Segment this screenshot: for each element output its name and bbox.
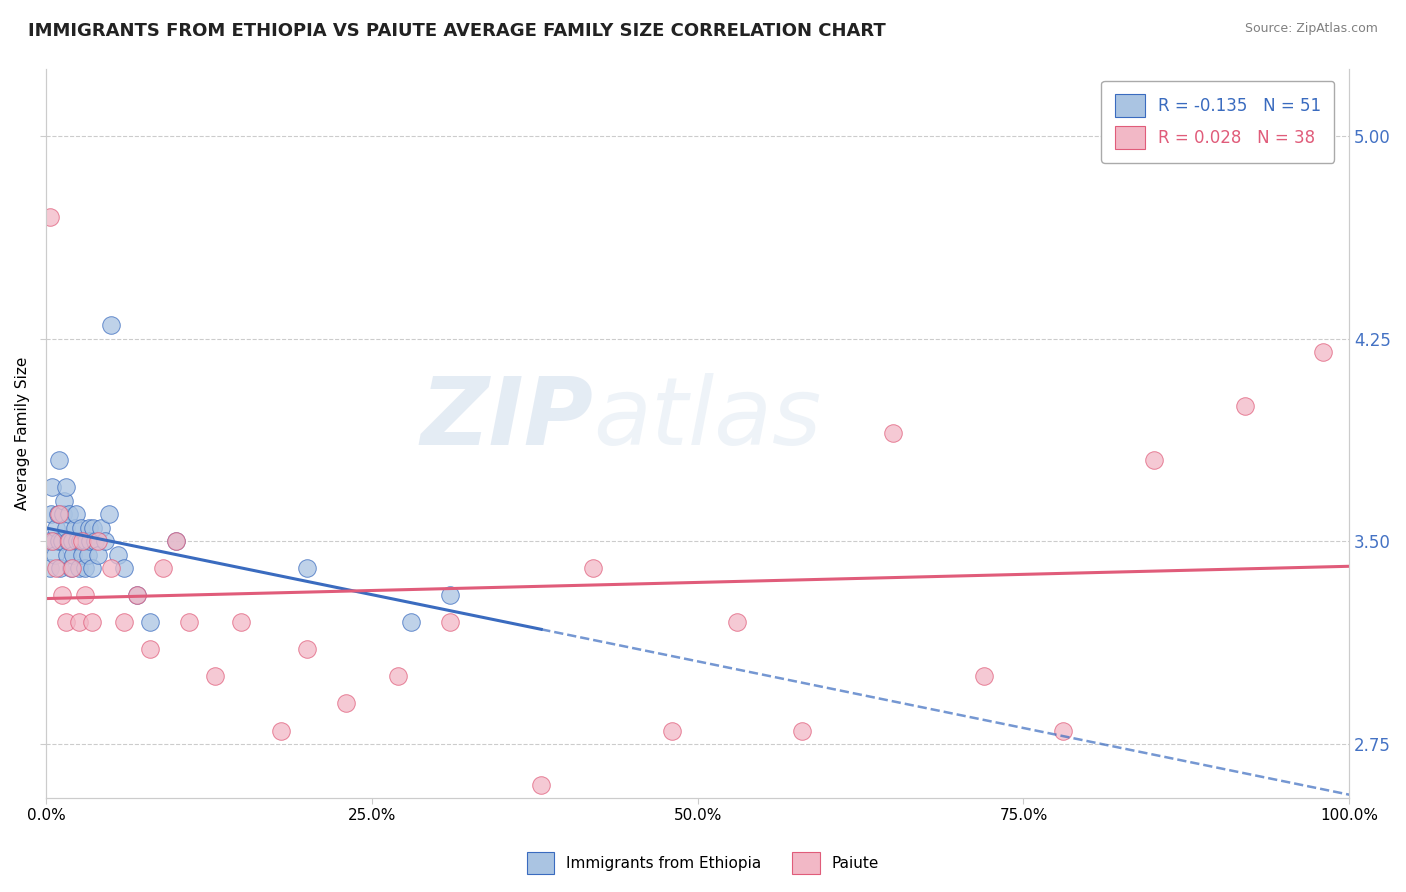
Point bbox=[56, 534, 79, 549]
Point bbox=[127, 589, 149, 603]
Text: atlas: atlas bbox=[593, 373, 821, 464]
Point bbox=[75, 534, 97, 549]
Point bbox=[72, 548, 94, 562]
Legend: R = -0.135   N = 51, R = 0.028   N = 38: R = -0.135 N = 51, R = 0.028 N = 38 bbox=[1101, 80, 1334, 162]
Point bbox=[1052, 723, 1074, 738]
Point bbox=[725, 615, 748, 630]
Point bbox=[80, 615, 103, 630]
Point bbox=[80, 561, 103, 575]
Point bbox=[112, 615, 135, 630]
Point bbox=[55, 480, 77, 494]
Point bbox=[60, 561, 83, 575]
Point bbox=[77, 521, 100, 535]
Point bbox=[335, 697, 357, 711]
Point bbox=[387, 669, 409, 683]
Point bbox=[58, 508, 80, 522]
Point bbox=[41, 480, 63, 494]
Point bbox=[38, 534, 60, 549]
Point bbox=[152, 561, 174, 575]
Point bbox=[38, 210, 60, 224]
Point bbox=[90, 521, 112, 535]
Point bbox=[58, 534, 80, 549]
Point bbox=[44, 548, 66, 562]
Point bbox=[75, 561, 97, 575]
Point bbox=[295, 561, 318, 575]
Point bbox=[87, 548, 110, 562]
Point bbox=[112, 561, 135, 575]
Point bbox=[1143, 453, 1166, 467]
Point bbox=[56, 548, 79, 562]
Point bbox=[45, 561, 67, 575]
Point bbox=[42, 534, 65, 549]
Text: IMMIGRANTS FROM ETHIOPIA VS PAIUTE AVERAGE FAMILY SIZE CORRELATION CHART: IMMIGRANTS FROM ETHIOPIA VS PAIUTE AVERA… bbox=[28, 22, 886, 40]
Point bbox=[66, 534, 89, 549]
Point bbox=[82, 521, 104, 535]
Point bbox=[231, 615, 253, 630]
Point bbox=[165, 534, 187, 549]
Point bbox=[179, 615, 201, 630]
Point bbox=[72, 534, 94, 549]
Point bbox=[100, 561, 122, 575]
Point bbox=[790, 723, 813, 738]
Point bbox=[107, 548, 129, 562]
Point bbox=[1312, 345, 1334, 359]
Point bbox=[882, 426, 904, 441]
Point bbox=[62, 548, 84, 562]
Point bbox=[60, 534, 83, 549]
Point bbox=[65, 508, 87, 522]
Point bbox=[93, 534, 115, 549]
Point bbox=[139, 615, 162, 630]
Point bbox=[582, 561, 605, 575]
Point bbox=[295, 642, 318, 657]
Point bbox=[49, 561, 72, 575]
Point bbox=[973, 669, 995, 683]
Point bbox=[127, 589, 149, 603]
Point bbox=[439, 589, 461, 603]
Y-axis label: Average Family Size: Average Family Size bbox=[15, 357, 30, 510]
Legend: Immigrants from Ethiopia, Paiute: Immigrants from Ethiopia, Paiute bbox=[520, 846, 886, 880]
Point bbox=[87, 534, 110, 549]
Point bbox=[67, 615, 90, 630]
Point bbox=[399, 615, 422, 630]
Point bbox=[139, 642, 162, 657]
Point bbox=[51, 589, 73, 603]
Point bbox=[530, 778, 553, 792]
Point bbox=[270, 723, 292, 738]
Point bbox=[97, 508, 120, 522]
Point bbox=[73, 534, 96, 549]
Point bbox=[69, 534, 91, 549]
Point bbox=[63, 521, 86, 535]
Point bbox=[38, 561, 60, 575]
Text: ZIP: ZIP bbox=[420, 373, 593, 465]
Point bbox=[79, 534, 101, 549]
Point bbox=[1233, 399, 1256, 413]
Point bbox=[52, 508, 75, 522]
Point bbox=[48, 534, 70, 549]
Point bbox=[100, 318, 122, 333]
Point bbox=[204, 669, 226, 683]
Point bbox=[51, 534, 73, 549]
Point bbox=[661, 723, 683, 738]
Point bbox=[59, 561, 82, 575]
Point bbox=[55, 615, 77, 630]
Point bbox=[67, 561, 90, 575]
Point bbox=[84, 534, 107, 549]
Point bbox=[41, 534, 63, 549]
Point bbox=[48, 508, 70, 522]
Point bbox=[53, 493, 76, 508]
Point bbox=[39, 508, 62, 522]
Point bbox=[55, 521, 77, 535]
Point bbox=[76, 548, 98, 562]
Point bbox=[439, 615, 461, 630]
Point bbox=[46, 508, 69, 522]
Point bbox=[70, 521, 93, 535]
Point bbox=[45, 521, 67, 535]
Point bbox=[48, 453, 70, 467]
Point bbox=[165, 534, 187, 549]
Text: Source: ZipAtlas.com: Source: ZipAtlas.com bbox=[1244, 22, 1378, 36]
Point bbox=[75, 589, 97, 603]
